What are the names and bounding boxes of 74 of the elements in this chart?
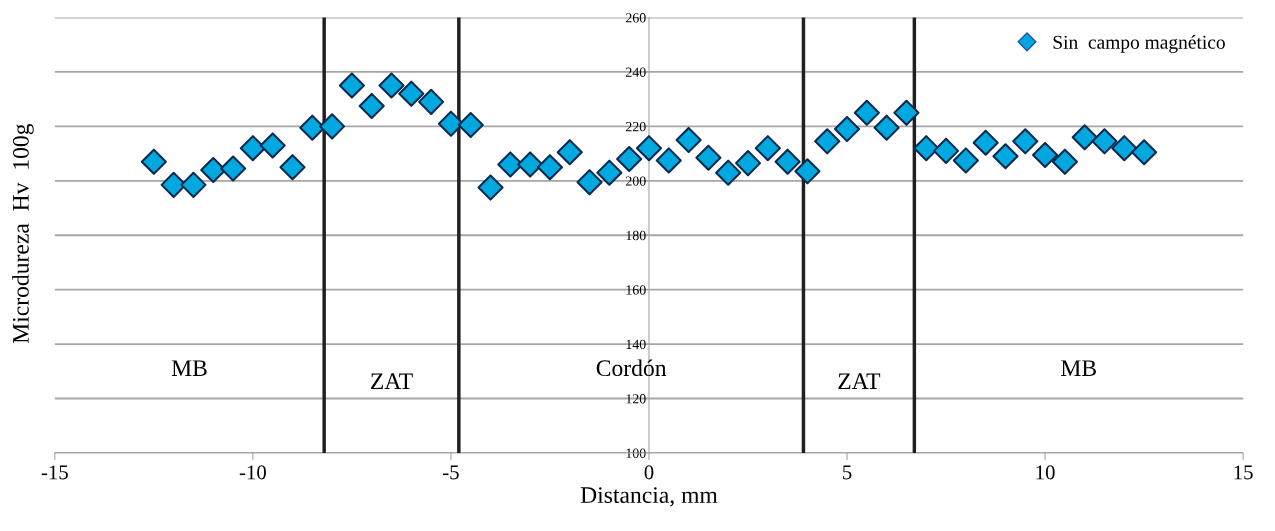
- y-tick-label: 140: [626, 339, 646, 350]
- legend-label: Sin campo magnético: [1053, 35, 1225, 53]
- point: [299, 114, 326, 141]
- point: [596, 159, 623, 186]
- annotation: MB: [171, 360, 207, 376]
- point: [853, 99, 880, 126]
- annotation: ZAT: [371, 373, 413, 389]
- point: [418, 88, 445, 115]
- point: [1032, 141, 1059, 169]
- point: [754, 135, 781, 162]
- point: [239, 135, 266, 162]
- point: [398, 80, 425, 107]
- point: [576, 169, 603, 196]
- point: [279, 154, 306, 181]
- point: [378, 72, 405, 99]
- point: [814, 128, 841, 155]
- point: [259, 132, 286, 159]
- point: [794, 158, 821, 185]
- x-axis-title: Distancia, mm: [580, 487, 718, 507]
- point: [1131, 139, 1158, 166]
- y-tick-label: 180: [626, 230, 646, 241]
- x-tick-label: 15: [1234, 465, 1253, 480]
- point: [160, 171, 187, 198]
- point: [695, 144, 722, 171]
- x-tick-label: 10: [1036, 465, 1055, 480]
- point: [1012, 128, 1039, 155]
- y-tick-label: 200: [625, 176, 646, 186]
- annotation: MB: [1061, 360, 1096, 376]
- point: [358, 92, 385, 120]
- x-tick-label: 5: [843, 465, 852, 480]
- y-tick-label: 100: [626, 448, 646, 458]
- point: [457, 111, 484, 139]
- point: [1111, 135, 1138, 162]
- point: [616, 145, 643, 173]
- y-tick-label: 240: [625, 67, 646, 77]
- point: [893, 99, 920, 126]
- point: [992, 143, 1019, 170]
- point: [635, 135, 663, 162]
- point: [319, 113, 346, 140]
- point: [477, 174, 504, 201]
- point: [180, 171, 207, 198]
- point: [833, 116, 861, 143]
- point: [873, 114, 900, 141]
- point: [932, 137, 960, 164]
- point: [536, 154, 564, 181]
- point: [913, 135, 940, 162]
- x-tick-label: -15: [41, 465, 68, 480]
- point: [1091, 128, 1118, 155]
- point: [140, 148, 167, 175]
- point: [734, 150, 762, 177]
- point: [774, 148, 801, 175]
- point: [556, 139, 583, 166]
- y-axis-title: Microdureza Hv 100g: [12, 123, 34, 344]
- point: [675, 126, 702, 154]
- point: [200, 156, 227, 183]
- point: [972, 129, 999, 156]
- point: [1071, 124, 1098, 151]
- x-tick-label: 0: [644, 465, 654, 480]
- x-tick-label: -10: [239, 465, 266, 480]
- point: [220, 155, 247, 182]
- annotation: ZAT: [838, 373, 881, 389]
- y-tick-label: 120: [626, 394, 646, 404]
- point: [715, 159, 742, 186]
- y-tick-label: 260: [625, 13, 646, 23]
- point: [437, 110, 464, 137]
- point: [1051, 148, 1078, 175]
- y-tick-label: 160: [626, 285, 646, 295]
- y-tick-label: 220: [625, 121, 646, 132]
- x-tick-label: -5: [443, 465, 459, 480]
- point: [517, 151, 544, 178]
- point: [655, 147, 682, 174]
- point: [952, 147, 979, 174]
- point: [338, 72, 365, 99]
- annotation: Cordón: [596, 359, 667, 377]
